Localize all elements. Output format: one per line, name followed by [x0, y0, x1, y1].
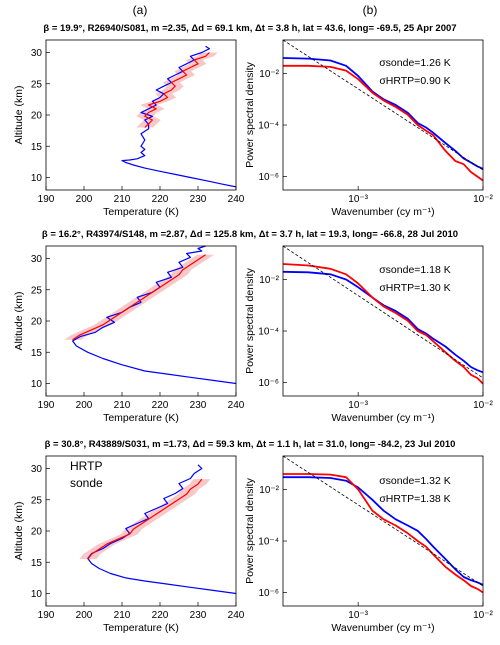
- chart-3a-x-tick-label: 190: [38, 610, 55, 621]
- chart-1b-y-axis-label: Power spectral density: [244, 61, 256, 167]
- chart-3a-y-tick-label: 20: [31, 527, 43, 538]
- chart-2a-x-tick-label: 230: [190, 400, 207, 411]
- chart-3a-series-sonde-line: [87, 464, 237, 595]
- chart-1b-y-tick-label: 10⁻⁴: [258, 121, 279, 132]
- chart-3a-x-tick-label: 200: [76, 610, 93, 621]
- chart-2b-y-axis-label: Power spectral density: [244, 267, 256, 373]
- chart-2b-y-tick-label: 10⁻⁶: [258, 378, 279, 389]
- chart-2b-series-hrtp-line: [282, 263, 484, 385]
- panel-label-a: (a): [133, 3, 148, 17]
- chart-3b-x-tick-label: 10⁻³: [348, 610, 368, 621]
- chart-3a-x-tick-label: 220: [152, 610, 169, 621]
- chart-2a-y-tick-label: 25: [31, 285, 43, 296]
- annotation-sigma-sonde-1: σsonde=1.26 K: [379, 57, 451, 69]
- chart-1a-y-tick-label: 15: [31, 142, 43, 153]
- chart-3a-x-axis-label: Temperature (K): [103, 622, 179, 634]
- chart-2a-y-tick-label: 30: [31, 254, 43, 265]
- chart-2a-x-tick-label: 190: [38, 400, 55, 411]
- chart-3b-x-axis-label: Wavenumber (cy m⁻¹): [331, 622, 434, 634]
- row-1-title: β = 19.9°, R26940/S081, m =2.35, Δd = 69…: [43, 23, 456, 34]
- chart-3a-series-hrtp-line: [87, 478, 203, 560]
- chart-2b-series-sonde-line: [282, 270, 484, 374]
- annotation-sigma-hrtp-3: σHRTP=1.38 K: [379, 493, 450, 505]
- chart-2b-y-tick-label: 10⁻⁴: [258, 327, 279, 338]
- chart-3a-x-tick-label: 240: [228, 610, 245, 621]
- chart-3b-y-tick-label: 10⁻²: [259, 485, 279, 496]
- chart-2a-x-axis-label: Temperature (K): [103, 412, 179, 424]
- chart-1a-x-axis-label: Temperature (K): [103, 206, 179, 218]
- plot-area: 190 200 210 220 230 240 10 15 20 25 30 Temperature …: [13, 39, 494, 634]
- legend-sonde: sonde: [70, 476, 103, 490]
- chart-1a-y-tick-label: 20: [31, 111, 43, 122]
- chart-3b-series-sonde-line: [283, 476, 484, 586]
- chart-2a-x-tick-label: 210: [114, 400, 131, 411]
- chart-1a-x-tick-label: 230: [190, 194, 207, 205]
- chart-2a-y-tick-label: 10: [31, 379, 43, 390]
- chart-1a-series-hrtp-line: [144, 52, 210, 128]
- chart-1b-x-tick-label: 10⁻³: [348, 194, 368, 205]
- chart-3b-series-hrtp-line: [283, 473, 484, 594]
- row-2-title: β = 16.2°, R43974/S148, m =2.87, Δd = 12…: [42, 229, 458, 240]
- chart-1a-x-tick-label: 240: [228, 194, 245, 205]
- chart-1a-x-tick-label: 200: [76, 194, 93, 205]
- chart-2a-axes-frame: [45, 245, 237, 397]
- annotation-sigma-hrtp-2: σHRTP=1.30 K: [379, 282, 450, 294]
- chart-2a-x-tick-label: 200: [76, 400, 93, 411]
- chart-3b-x-tick-label: 10⁻²: [473, 610, 493, 621]
- chart-1b-x-axis-label: Wavenumber (cy m⁻¹): [331, 206, 434, 218]
- chart-2b-x-tick-label: 10⁻³: [348, 400, 368, 411]
- chart-3a-x-tick-label: 210: [114, 610, 131, 621]
- chart-1b-axes-frame: [282, 39, 484, 191]
- chart-2a-x-tick-label: 240: [228, 400, 245, 411]
- chart-3b-y-axis-label: Power spectral density: [244, 477, 256, 583]
- chart-1a-y-axis-label: Altitude (km): [13, 86, 25, 145]
- chart-1a-y-tick-label: 10: [31, 173, 43, 184]
- chart-1a-x-tick-label: 190: [38, 194, 55, 205]
- chart-3b-axes-frame: [282, 455, 484, 607]
- chart-2a-y-axis-label: Altitude (km): [13, 292, 25, 351]
- chart-3a-y-tick-label: 25: [31, 495, 43, 506]
- panel-label-b: (b): [363, 3, 378, 17]
- chart-2b-axes-frame: [282, 245, 484, 397]
- annotation-sigma-sonde-3: σsonde=1.32 K: [379, 475, 451, 487]
- chart-2a-y-tick-label: 20: [31, 317, 43, 328]
- annotation-sigma-hrtp-1: σHRTP=0.90 K: [379, 75, 450, 87]
- chart-1a-x-tick-label: 220: [152, 194, 169, 205]
- chart-2b-x-axis-label: Wavenumber (cy m⁻¹): [331, 412, 434, 424]
- chart-3a-y-tick-label: 30: [31, 464, 43, 475]
- chart-1b-series-hrtp-line: [283, 64, 484, 182]
- chart-3a-y-tick-label: 10: [31, 589, 43, 600]
- chart-1a-series-sonde-line: [121, 45, 237, 188]
- chart-1b-series-sonde-line: [282, 57, 484, 170]
- legend-hrtp: HRTP: [70, 459, 102, 473]
- chart-2a-series-hrtp-line: [72, 254, 206, 341]
- chart-3a-x-tick-label: 230: [190, 610, 207, 621]
- chart-1a-x-tick-label: 210: [114, 194, 131, 205]
- chart-1a-y-tick-label: 25: [31, 79, 43, 90]
- chart-3b-y-tick-label: 10⁻⁶: [258, 588, 279, 599]
- chart-2a-series-sonde-line: [72, 245, 237, 385]
- chart-3a-y-tick-label: 15: [31, 558, 43, 569]
- chart-2a-y-tick-label: 15: [31, 348, 43, 359]
- chart-2b-x-tick-label: 10⁻²: [473, 400, 493, 411]
- chart-2b-y-tick-label: 10⁻²: [259, 275, 279, 286]
- annotation-sigma-sonde-2: σsonde=1.18 K: [379, 264, 451, 276]
- row-3-title: β = 30.8°, R43889/S031, m =1.73, Δd = 59…: [45, 439, 456, 450]
- chart-1a-y-tick-label: 30: [31, 48, 43, 59]
- chart-2a-x-tick-label: 220: [152, 400, 169, 411]
- chart-1b-x-tick-label: 10⁻²: [473, 194, 493, 205]
- chart-3a-y-axis-label: Altitude (km): [13, 502, 25, 561]
- chart-3b-y-tick-label: 10⁻⁴: [258, 537, 279, 548]
- chart-3a-uncertainty-band: [79, 479, 211, 560]
- chart-1b-y-tick-label: 10⁻²: [259, 69, 279, 80]
- chart-1b-y-tick-label: 10⁻⁶: [258, 172, 279, 183]
- chart-1a-uncertainty-band: [136, 52, 218, 128]
